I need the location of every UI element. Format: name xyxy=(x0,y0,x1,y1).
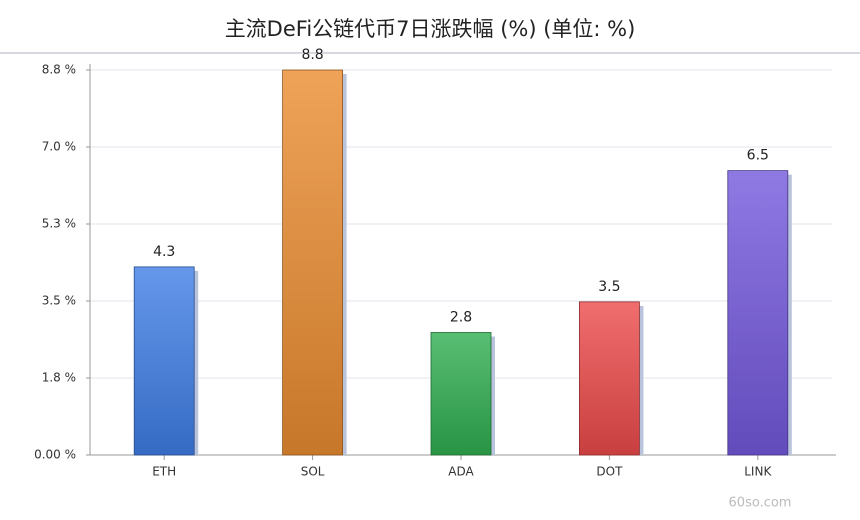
x-tick-label: ETH xyxy=(152,465,176,479)
x-tick-label: LINK xyxy=(744,465,772,479)
y-tick-label: 7.0 % xyxy=(42,140,76,154)
y-tick-label: 1.8 % xyxy=(42,371,76,385)
bar xyxy=(727,170,789,456)
x-tick-label: DOT xyxy=(596,465,623,479)
bar xyxy=(282,69,344,456)
y-tick-label: 5.3 % xyxy=(42,217,76,231)
y-tick-label: 0.00 % xyxy=(34,448,76,462)
watermark: 60so.com xyxy=(729,496,792,511)
x-tick-label: ADA xyxy=(448,465,474,479)
bar xyxy=(579,301,640,456)
value-label: 2.8 xyxy=(450,310,472,326)
chart-title: 主流DeFi公链代币7日涨跌幅 (%) (单位: %) xyxy=(225,17,636,41)
bar xyxy=(133,266,195,456)
value-label: 4.3 xyxy=(153,244,175,260)
value-label: 3.5 xyxy=(598,279,620,295)
bar xyxy=(430,332,492,456)
x-tick-label: SOL xyxy=(301,465,325,479)
y-tick-label: 8.8 % xyxy=(42,63,76,77)
y-tick-label: 3.5 % xyxy=(42,294,76,308)
value-label: 6.5 xyxy=(747,148,769,164)
value-label: 8.8 xyxy=(301,47,323,63)
